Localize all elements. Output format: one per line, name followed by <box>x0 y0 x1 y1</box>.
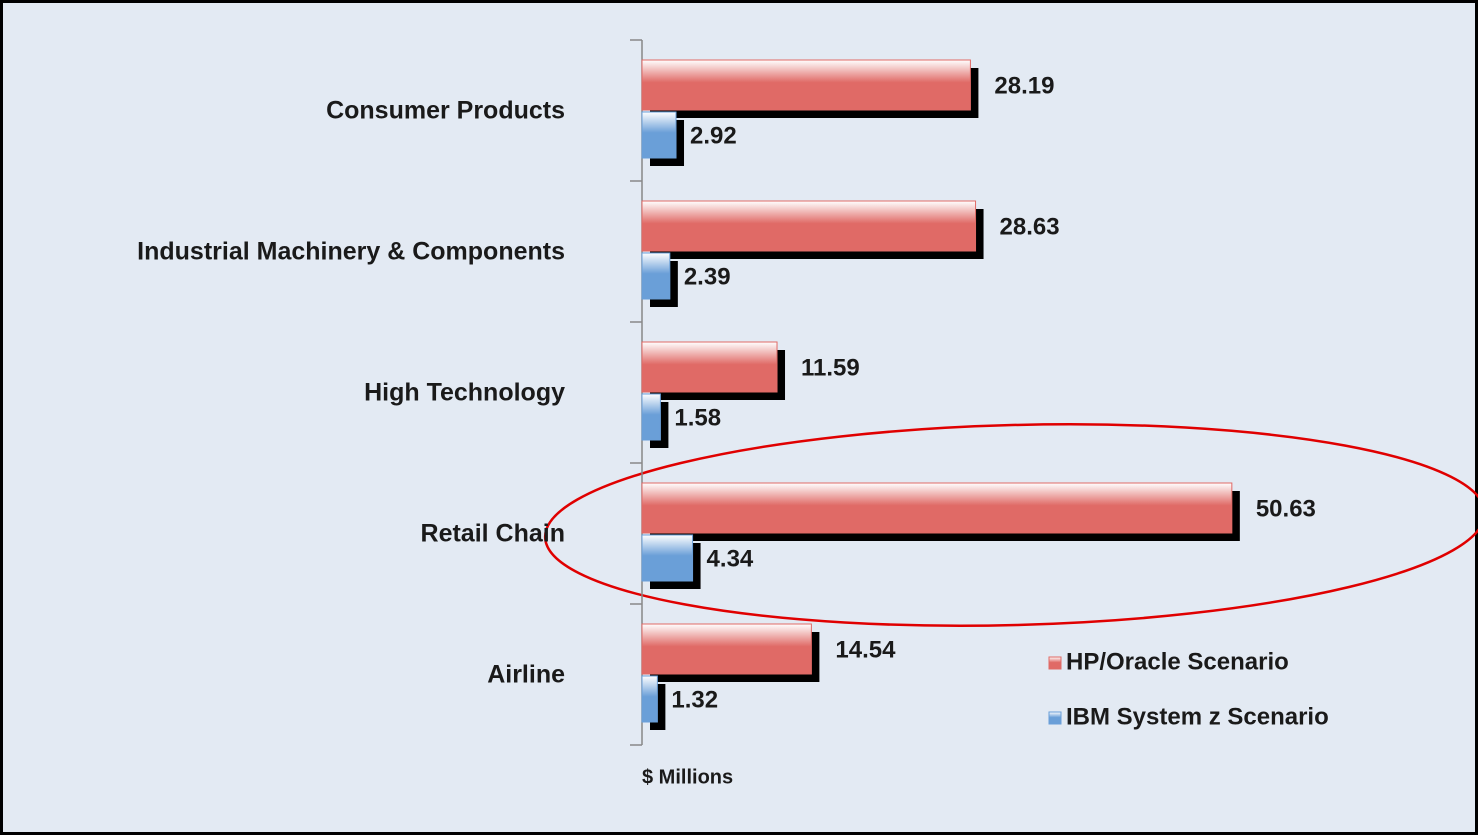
value-label: 28.63 <box>1000 213 1060 240</box>
value-label: 4.34 <box>707 545 754 572</box>
legend-label: HP/Oracle Scenario <box>1066 648 1289 675</box>
bar <box>641 675 658 723</box>
bar <box>641 111 677 159</box>
value-label: 14.54 <box>835 636 896 663</box>
bar <box>641 200 977 252</box>
value-label: 28.19 <box>994 72 1054 99</box>
value-label: 50.63 <box>1256 495 1316 522</box>
value-label: 2.92 <box>690 122 737 149</box>
bar <box>641 341 778 393</box>
legend-swatch <box>1048 711 1062 725</box>
bar <box>641 534 694 582</box>
value-label: 1.58 <box>674 404 721 431</box>
value-label: 11.59 <box>801 354 860 381</box>
value-label: 2.39 <box>684 263 731 290</box>
category-label: Industrial Machinery & Components <box>137 238 565 266</box>
bar <box>641 59 971 111</box>
bar <box>641 623 812 675</box>
legend-label: IBM System z Scenario <box>1066 703 1329 730</box>
category-label: High Technology <box>364 379 565 407</box>
bar <box>641 393 661 441</box>
bar <box>641 252 671 300</box>
category-label: Retail Chain <box>421 520 565 548</box>
value-label: 1.32 <box>671 686 718 713</box>
category-label: Consumer Products <box>326 97 565 125</box>
category-label: Airline <box>487 661 565 689</box>
bar <box>641 482 1233 534</box>
x-axis-label: $ Millions <box>642 766 733 788</box>
highlight-ellipse <box>543 423 1478 627</box>
legend-swatch <box>1048 656 1062 670</box>
